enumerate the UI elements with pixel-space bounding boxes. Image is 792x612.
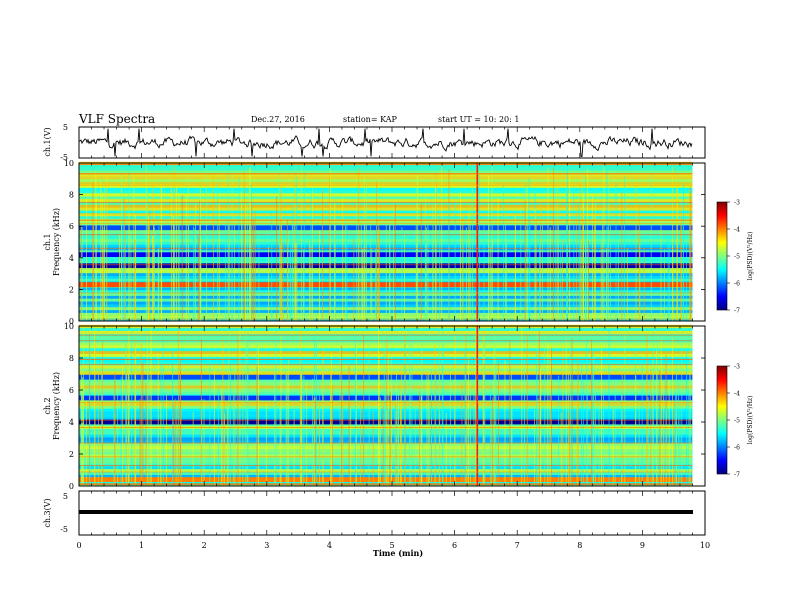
header-station: station= KAP xyxy=(343,115,398,124)
time-tick-label: 10 xyxy=(700,541,710,550)
ch2-spectrogram-panel: ch.2 Frequency (kHz) 10 8 6 4 2 0 xyxy=(43,322,706,491)
time-tick-label: 8 xyxy=(577,541,582,550)
colorbar-tick-label: -7 xyxy=(734,308,740,315)
ch2_spec-ytick-label: 0 xyxy=(69,482,74,491)
ch2-spec-ylabel: Frequency (kHz) xyxy=(52,372,61,440)
ch1_spec-ytick-label: 10 xyxy=(64,159,74,168)
ch2-spectrogram-image xyxy=(79,324,705,487)
ch2_spec-ytick-label: 8 xyxy=(69,354,74,363)
ch3-wave-ylabel: ch.3(V) xyxy=(43,498,52,527)
ch1-waveform-trace xyxy=(78,128,693,157)
colorbar-tick-label: -6 xyxy=(734,445,740,452)
time-axis-ticks xyxy=(78,127,706,535)
ch1_spec-ytick-label: 2 xyxy=(69,285,74,294)
colorbar-tick-label: -6 xyxy=(734,281,740,288)
colorbar-tick-label: -7 xyxy=(734,472,740,479)
ch1_spec-ytick-label: 8 xyxy=(69,191,74,200)
time-tick-label: 4 xyxy=(327,541,332,550)
header-date: Dec.27, 2016 xyxy=(251,115,305,124)
time-tick-label: 9 xyxy=(640,541,645,550)
colorbar-tick-label: -5 xyxy=(734,418,740,425)
ch1-wave-tick-top: 5 xyxy=(63,123,68,132)
ch2-colorbar: -3 -4 -5 -6 -7 log(PSD)(V²/Hz) xyxy=(716,364,754,479)
ch2-colorbar-label: log(PSD)(V²/Hz) xyxy=(747,396,754,445)
time-axis-tick-labels: 0 1 2 3 4 5 6 7 8 9 10 xyxy=(76,541,710,550)
ch2_spec-ytick-label: 10 xyxy=(64,322,74,331)
ch1-spectrogram-panel: ch.1 Frequency (kHz) 10 8 6 4 2 0 xyxy=(43,159,706,326)
ch1-spectrogram-image xyxy=(79,161,705,322)
ch1-wave-tick-bottom: -5 xyxy=(60,153,68,162)
colorbar-tick-label: -3 xyxy=(734,364,740,371)
time-tick-label: 6 xyxy=(452,541,457,550)
ch1-waveform-panel: 5 -5 ch.1(V) xyxy=(43,123,706,162)
header-start-time: start UT = 10: 20: 1 xyxy=(438,115,519,124)
ch3-waveform-panel: 5 -5 ch.3(V) xyxy=(43,490,706,536)
ch2_spec-ytick-label: 6 xyxy=(69,386,74,395)
ch1_spec-ytick-label: 0 xyxy=(69,317,74,326)
ch1-colorbar-label: log(PSD)(V²/Hz) xyxy=(747,232,754,281)
ch1_spec-ytick-label: 4 xyxy=(69,254,74,263)
time-tick-label: 3 xyxy=(264,541,269,550)
time-tick-label: 7 xyxy=(515,541,520,550)
ch2-colorbar-scale xyxy=(716,365,728,475)
time-axis-label: Time (min) xyxy=(373,548,423,558)
ch1-colorbar-scale xyxy=(716,201,728,311)
time-tick-label: 1 xyxy=(139,541,144,550)
ch1-wave-ylabel: ch.1(V) xyxy=(43,127,52,156)
colorbar-tick-label: -3 xyxy=(734,200,740,207)
ch2_spec-ytick-label: 2 xyxy=(69,450,74,459)
ch1_spec-ytick-label: 6 xyxy=(69,222,74,231)
ch2-spec-channel-label: ch.2 xyxy=(43,397,52,414)
time-tick-label: 0 xyxy=(76,541,81,550)
colorbar-tick-label: -5 xyxy=(734,254,740,261)
ch3-wave-tick-top: 5 xyxy=(63,492,68,501)
ch3-wave-tick-bottom: -5 xyxy=(60,525,68,534)
figure-title: VLF Spectra xyxy=(78,112,155,126)
time-tick-label: 2 xyxy=(202,541,207,550)
ch1-spec-channel-label: ch.1 xyxy=(43,233,52,250)
colorbar-tick-label: -4 xyxy=(734,391,740,398)
colorbar-tick-label: -4 xyxy=(734,227,740,234)
ch2_spec-ytick-label: 4 xyxy=(69,418,74,427)
ch1-spec-ylabel: Frequency (kHz) xyxy=(52,208,61,276)
ch1-colorbar: -3 -4 -5 -6 -7 log(PSD)(V²/Hz) xyxy=(716,200,754,315)
time-tick-label: 5 xyxy=(389,541,394,550)
